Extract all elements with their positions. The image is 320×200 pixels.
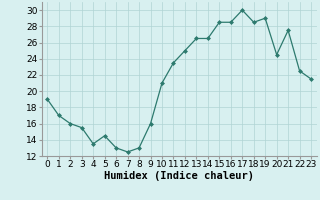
X-axis label: Humidex (Indice chaleur): Humidex (Indice chaleur) [104,171,254,181]
